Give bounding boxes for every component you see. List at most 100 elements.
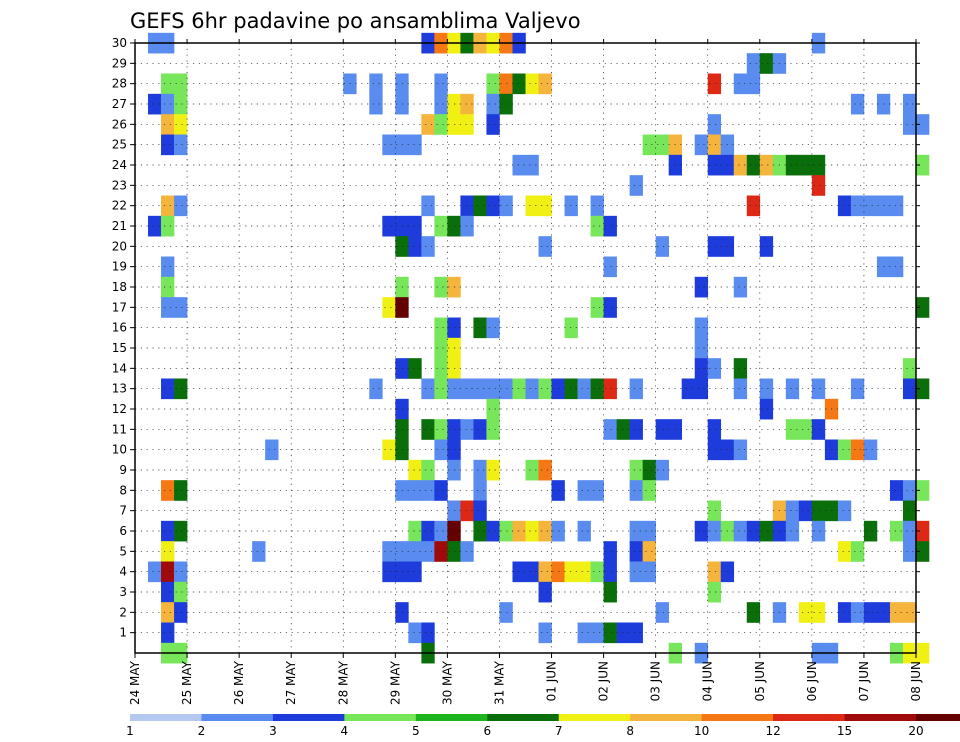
y-tick-label: 1	[119, 626, 127, 640]
heatmap-cell	[889, 480, 904, 501]
heatmap-cell	[525, 561, 539, 583]
heatmap-cell	[174, 114, 188, 135]
colorbar-swatch	[558, 714, 631, 721]
colorbar-swatch	[201, 714, 274, 721]
y-tick-label: 9	[119, 463, 127, 477]
colorbar-swatch	[773, 714, 845, 721]
heatmap-cell	[916, 480, 930, 501]
heatmap-cell	[916, 297, 930, 318]
heatmap-cell	[148, 215, 162, 237]
heatmap-cell	[421, 378, 435, 400]
heatmap-cell	[551, 561, 565, 583]
heatmap-cell	[707, 419, 722, 440]
heatmap-cell	[174, 195, 188, 217]
heatmap-cell	[850, 541, 865, 562]
heatmap-cell	[538, 520, 552, 542]
heatmap-cell	[642, 480, 656, 501]
y-tick-label: 18	[112, 280, 127, 294]
y-tick-label: 16	[112, 321, 127, 335]
heatmap-cell	[733, 358, 748, 379]
heatmap-cell	[473, 520, 487, 542]
heatmap-cell	[837, 500, 852, 522]
heatmap-cell	[733, 276, 748, 298]
heatmap-cell	[603, 622, 617, 644]
heatmap-cell	[369, 93, 383, 115]
heatmap-cell	[902, 93, 917, 115]
heatmap-cell	[421, 195, 435, 217]
colorbar-label: 4	[341, 724, 349, 738]
heatmap-cell	[759, 378, 774, 400]
heatmap-cell	[590, 561, 604, 583]
y-tick-label: 4	[119, 565, 127, 579]
colorbar-swatch	[701, 714, 774, 721]
heatmap-cell	[265, 439, 279, 461]
x-tick-label: 31 MAY	[492, 660, 506, 705]
y-tick-label: 6	[119, 524, 127, 538]
heatmap-cell	[408, 134, 422, 156]
heatmap-cell	[421, 541, 435, 562]
heatmap-cell	[837, 602, 852, 623]
colorbar-label: 20	[908, 724, 923, 738]
chart-title: GEFS 6hr padavine po ansamblima Valjevo	[130, 9, 581, 33]
heatmap-cell	[473, 480, 487, 501]
heatmap-cell	[525, 378, 539, 400]
heatmap-cell	[655, 602, 669, 623]
heatmap-cell	[408, 459, 422, 481]
x-tick-label: 02 JUN	[597, 661, 611, 701]
heatmap-cell	[538, 195, 552, 217]
y-tick-label: 21	[112, 219, 127, 233]
heatmap-cell	[460, 195, 474, 217]
heatmap-cell	[538, 561, 552, 583]
y-tick-label: 8	[119, 483, 127, 497]
colorbar-label: 5	[412, 724, 420, 738]
heatmap-cell	[486, 419, 500, 440]
y-tick-label: 24	[112, 158, 127, 172]
heatmap-cell	[694, 378, 709, 400]
colorbar-label: 7	[555, 724, 563, 738]
x-tick-label: 01 JUN	[545, 661, 559, 701]
heatmap-cell	[499, 602, 513, 623]
heatmap-cell	[174, 602, 188, 623]
heatmap-cell	[499, 93, 513, 115]
y-tick-label: 10	[112, 443, 127, 457]
heatmap-cell	[382, 541, 396, 562]
heatmap-cell	[694, 276, 709, 298]
heatmap-cell	[863, 602, 878, 623]
heatmap-cell	[434, 93, 448, 115]
y-tick-label: 28	[112, 77, 127, 91]
colorbar-swatch	[916, 714, 960, 721]
heatmap-cell	[811, 154, 826, 176]
heatmap-cell	[161, 480, 175, 501]
heatmap-cell	[460, 114, 474, 135]
heatmap-cell	[174, 378, 188, 400]
x-tick-label: 26 MAY	[232, 660, 246, 705]
heatmap-cell	[811, 500, 826, 522]
heatmap-cell	[421, 520, 435, 542]
heatmap-cell	[161, 134, 175, 156]
x-tick-label: 05 JUN	[753, 661, 767, 701]
heatmap-cell	[473, 317, 487, 339]
heatmap-cell	[916, 642, 930, 664]
heatmap-cell	[512, 378, 526, 400]
colorbar: 1 2 3 4 5 6 7 8 10 12 15 20	[126, 714, 960, 738]
heatmap-cell	[629, 419, 643, 440]
heatmap-cell	[564, 378, 578, 400]
heatmap-cell	[369, 73, 383, 95]
heatmap-cell	[369, 378, 383, 400]
colorbar-swatch	[487, 714, 560, 721]
heatmap-cell	[161, 215, 175, 237]
heatmap-cell	[642, 520, 656, 542]
heatmap-cell	[434, 378, 448, 400]
heatmap-cell	[525, 459, 539, 481]
colorbar-swatch	[344, 714, 417, 721]
heatmap-cell	[629, 175, 643, 196]
heatmap-cell	[460, 215, 474, 237]
heatmap-cell	[902, 602, 917, 623]
heatmap-cell	[408, 480, 422, 501]
y-tick-label: 7	[119, 504, 127, 518]
heatmap-cell	[655, 134, 669, 156]
heatmap-cell	[499, 195, 513, 217]
heatmap-cell	[603, 541, 617, 562]
heatmap-cell	[434, 358, 448, 379]
